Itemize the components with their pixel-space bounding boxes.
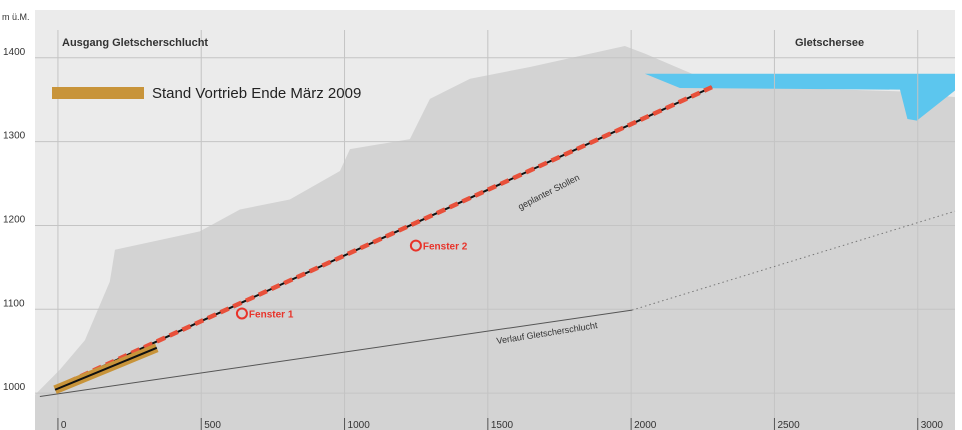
window-label: Fenster 1 xyxy=(249,309,294,320)
legend-label: Stand Vortrieb Ende März 2009 xyxy=(152,85,361,102)
built-core xyxy=(54,346,158,391)
window-marker xyxy=(409,239,422,252)
x-tick-label: 1000 xyxy=(348,420,371,430)
window-label: Fenster 2 xyxy=(423,242,468,253)
y-tick-label: 1300 xyxy=(3,131,26,142)
window-marker xyxy=(235,307,248,320)
left-label: Ausgang Gletscherschlucht xyxy=(62,37,208,49)
y-unit: m ü.M. xyxy=(2,12,30,22)
gorge-line xyxy=(39,309,633,397)
y-tick-label: 1000 xyxy=(3,382,26,393)
x-tick-label: 3000 xyxy=(921,420,944,430)
x-tick-label: 2500 xyxy=(777,420,800,430)
x-tick-label: 1500 xyxy=(491,420,514,430)
legend-swatch xyxy=(52,87,144,99)
y-tick-label: 1400 xyxy=(3,47,26,58)
right-label: Gletschersee xyxy=(795,37,864,49)
x-tick-label: 0 xyxy=(61,420,67,430)
lake xyxy=(644,73,955,121)
x-tick-label: 2000 xyxy=(634,420,657,430)
planned-tunnel xyxy=(54,85,713,391)
y-tick-label: 1200 xyxy=(3,214,26,225)
x-tick-label: 500 xyxy=(204,420,221,430)
y-tick-label: 1100 xyxy=(3,298,25,309)
